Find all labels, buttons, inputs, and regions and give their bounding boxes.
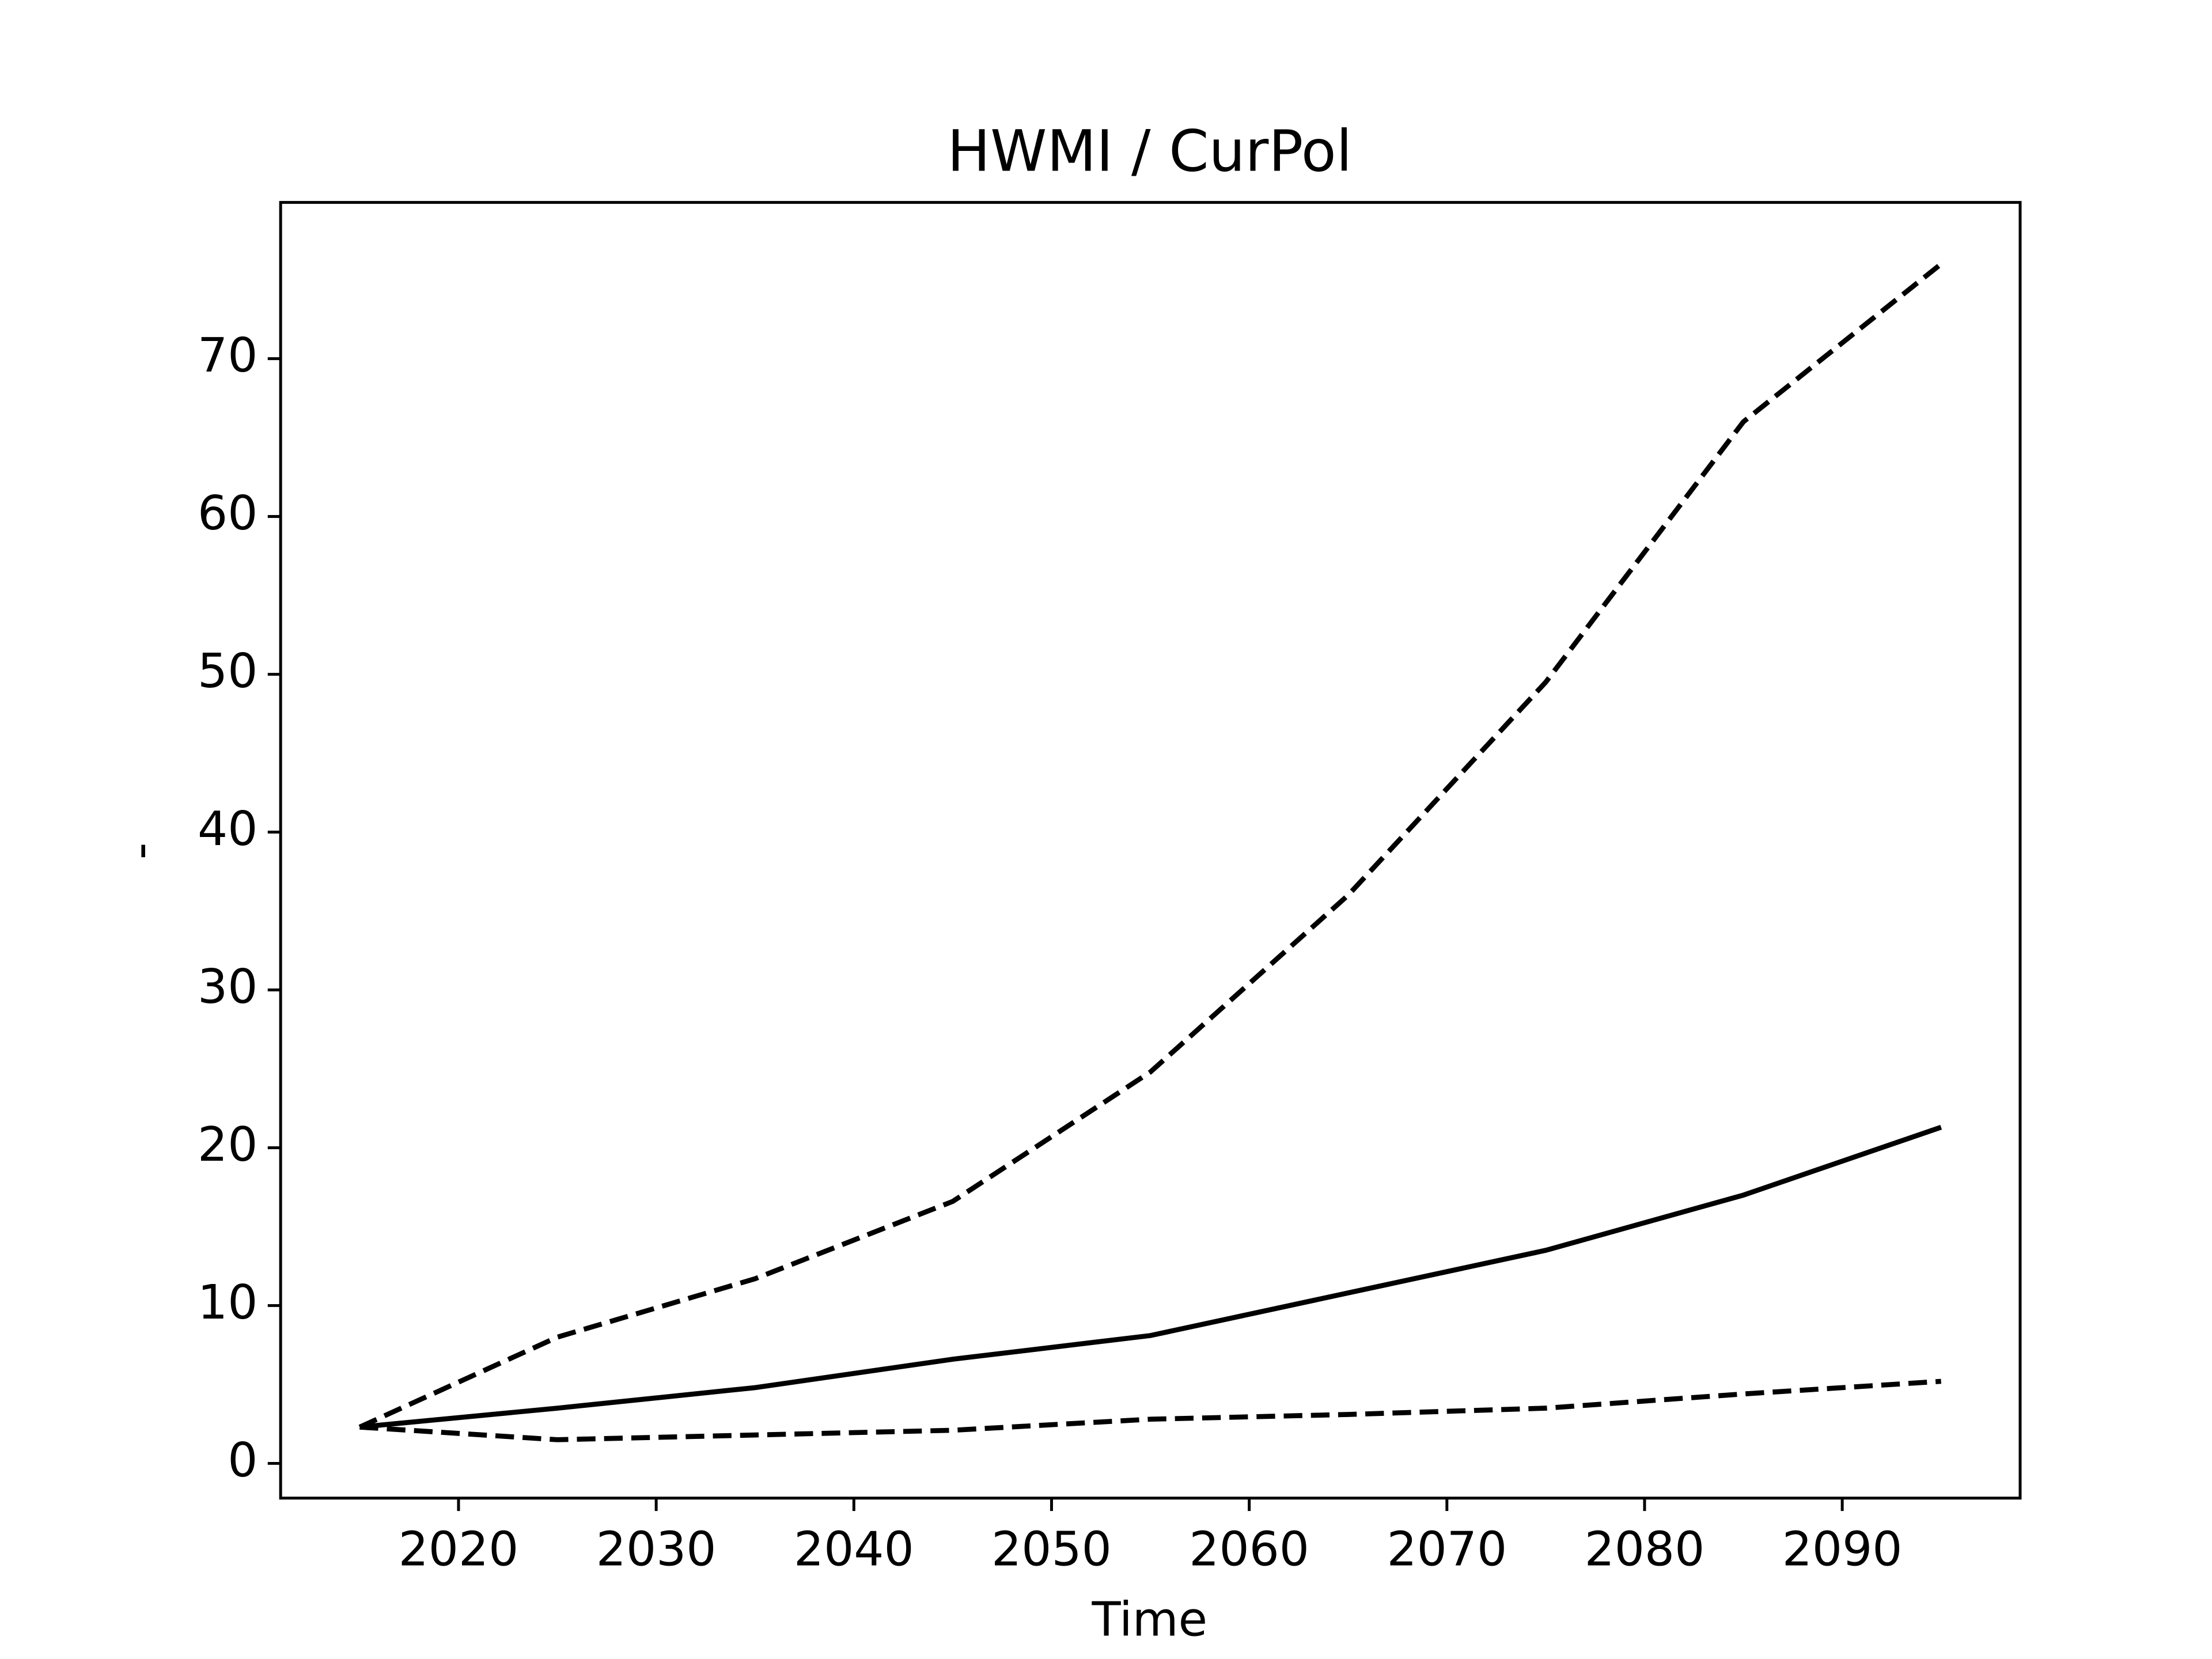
x-axis-label: Time <box>1091 1592 1207 1647</box>
series-line <box>359 1378 1941 1442</box>
y-tick-label: 30 <box>198 960 257 1014</box>
axes-frame <box>279 200 2022 1500</box>
x-tick-label: 2020 <box>399 1522 519 1577</box>
chart-title: HWMI / CurPol <box>947 119 1352 185</box>
y-tick-label: 70 <box>198 328 257 383</box>
x-tick-label: 2050 <box>991 1522 1112 1577</box>
y-tick-label: 60 <box>198 486 257 541</box>
x-tick-label: 2080 <box>1585 1522 1705 1577</box>
x-tick-label: 2070 <box>1387 1522 1507 1577</box>
y-tick-label: 10 <box>198 1275 257 1330</box>
plot-area <box>358 262 1943 1442</box>
y-tick-label: 50 <box>198 644 257 699</box>
y-tick-label: 0 <box>228 1433 257 1488</box>
y-axis-label: - <box>113 842 168 859</box>
x-tick-label: 2060 <box>1189 1522 1309 1577</box>
x-tick-label: 2090 <box>1782 1522 1903 1577</box>
x-tick-label: 2040 <box>794 1522 914 1577</box>
series-line <box>359 1124 1942 1430</box>
y-tick-label: 20 <box>198 1118 257 1172</box>
y-tick-label: 40 <box>198 802 257 857</box>
series-line <box>358 262 1943 1430</box>
x-tick-label: 2030 <box>596 1522 717 1577</box>
